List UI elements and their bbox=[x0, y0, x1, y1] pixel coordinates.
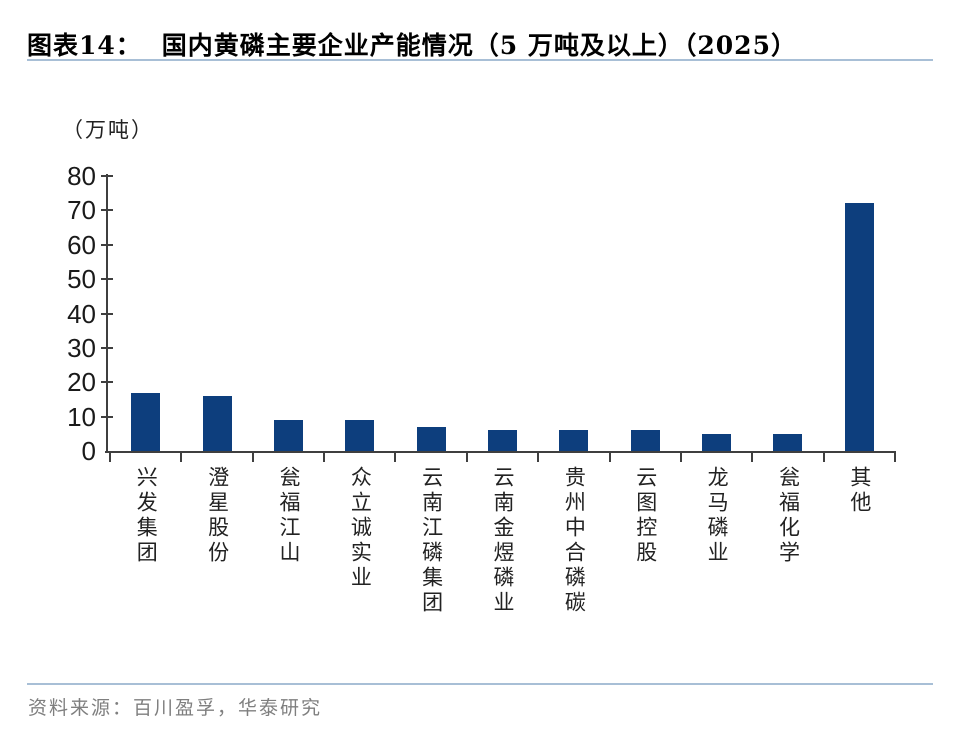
bar bbox=[559, 430, 589, 451]
y-axis-tick bbox=[101, 312, 113, 315]
y-axis-tick-label: 30 bbox=[67, 332, 96, 363]
y-axis-tick bbox=[101, 243, 113, 246]
category-label: 云南金煜磷业 bbox=[491, 466, 516, 616]
category-label: 云图控股 bbox=[633, 466, 658, 566]
title-divider bbox=[27, 59, 933, 61]
y-axis-tick-label: 10 bbox=[67, 401, 96, 432]
category-label: 云南江磷集团 bbox=[419, 466, 444, 616]
x-axis-line bbox=[105, 451, 896, 453]
footer-divider bbox=[27, 683, 933, 685]
bar bbox=[630, 430, 660, 451]
x-axis-tick bbox=[394, 452, 397, 462]
y-axis-tick-label: 70 bbox=[67, 195, 96, 226]
x-axis-tick bbox=[323, 452, 326, 462]
bar bbox=[773, 434, 803, 451]
y-axis-tick-label: 50 bbox=[67, 264, 96, 295]
chart-title-text: 国内黄磷主要企业产能情况（5 万吨及以上）（2025） bbox=[161, 31, 797, 60]
category-label: 兴发集团 bbox=[134, 466, 159, 566]
bar bbox=[844, 203, 874, 451]
y-axis-tick bbox=[101, 175, 113, 177]
x-axis-tick bbox=[109, 452, 111, 462]
x-axis-tick bbox=[465, 452, 468, 462]
x-axis-tick bbox=[537, 452, 540, 462]
bar bbox=[131, 393, 161, 451]
x-axis-tick bbox=[608, 452, 611, 462]
y-axis-tick bbox=[101, 209, 113, 212]
y-axis-tick-label: 60 bbox=[67, 229, 96, 260]
category-label: 瓮福江山 bbox=[276, 466, 301, 566]
category-label: 澄星股份 bbox=[205, 466, 230, 566]
y-axis-tick-label: 20 bbox=[67, 367, 96, 398]
y-axis-tick bbox=[101, 381, 113, 384]
category-label: 龙马磷业 bbox=[705, 466, 730, 566]
category-label: 瓮福化学 bbox=[776, 466, 801, 566]
category-label: 贵州中合磷碳 bbox=[562, 466, 587, 616]
chart-title-label: 图表14： bbox=[27, 31, 142, 60]
y-axis-tick-label: 0 bbox=[81, 436, 96, 466]
bar bbox=[202, 396, 232, 451]
y-axis-tick bbox=[101, 278, 113, 281]
bar bbox=[273, 420, 303, 451]
y-axis-unit-label: （万吨） bbox=[62, 118, 154, 142]
category-label: 其他 bbox=[847, 466, 872, 516]
y-axis-tick bbox=[101, 415, 113, 418]
chart-title: 图表14： 国内黄磷主要企业产能情况（5 万吨及以上）（2025） bbox=[27, 26, 933, 62]
bar bbox=[702, 434, 732, 451]
x-axis-tick bbox=[894, 452, 896, 462]
y-axis-tick-label: 80 bbox=[67, 161, 96, 191]
bar bbox=[345, 420, 375, 451]
x-axis-tick bbox=[751, 452, 754, 462]
x-axis-tick bbox=[251, 452, 254, 462]
bar bbox=[488, 430, 517, 451]
x-axis-tick bbox=[822, 452, 825, 462]
x-axis-tick bbox=[679, 452, 682, 462]
bar bbox=[416, 427, 446, 451]
category-label: 众立诚实业 bbox=[348, 466, 373, 591]
source-note: 资料来源：百川盈孚，华泰研究 bbox=[28, 697, 323, 719]
x-axis-tick bbox=[180, 452, 183, 462]
y-axis-tick bbox=[101, 346, 113, 349]
y-axis-tick-label: 40 bbox=[67, 298, 96, 329]
